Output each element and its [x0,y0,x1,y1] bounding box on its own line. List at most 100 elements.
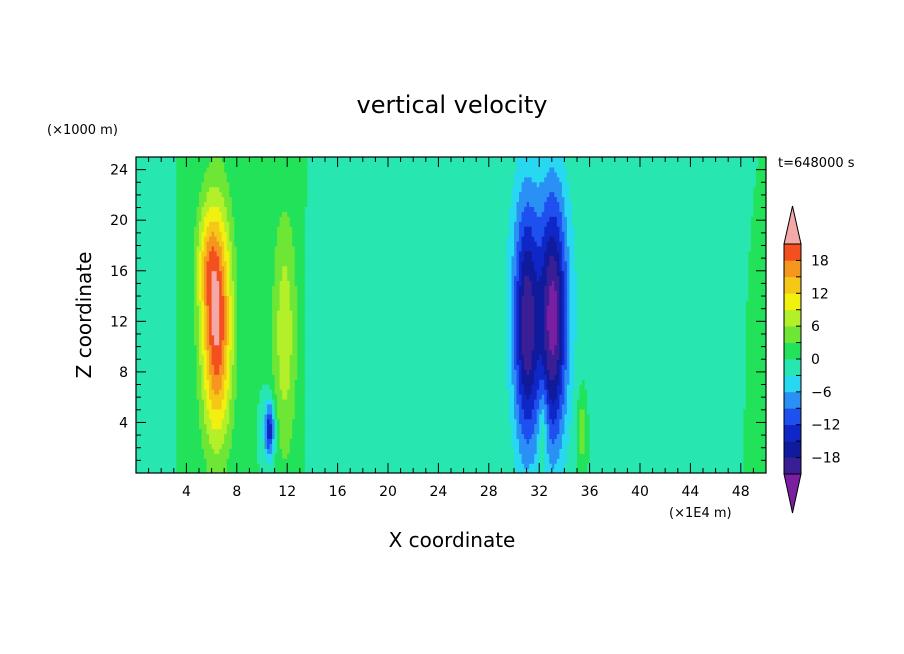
heatmap-cell [561,280,565,286]
heatmap-cell [211,403,223,410]
heatmap-cell [571,216,752,222]
heatmap-cell [136,369,177,375]
heatmap-cell [511,191,520,198]
heatmap-cell [289,354,298,361]
heatmap-cell [267,413,273,420]
heatmap-cell [226,389,233,395]
heatmap-cell [559,418,565,425]
heatmap-cell [259,468,276,473]
heatmap-cell [536,448,540,454]
heatmap-cell [206,428,228,435]
heatmap-cell [297,290,306,296]
heatmap-cell [226,305,230,311]
heatmap-cell [549,290,558,296]
heatmap-cell [579,413,586,420]
heatmap-cell [231,433,258,440]
heatmap-cell [234,403,258,410]
heatmap-cell [516,290,520,296]
heatmap-cell [566,408,573,415]
heatmap-cell [589,448,744,454]
heatmap-cell [136,157,177,163]
heatmap-cell [211,280,220,286]
heatmap-cell [521,236,535,242]
heatmap-cell [229,339,233,346]
heatmap-cell [272,364,281,370]
heatmap-cell [226,245,233,252]
colorbar-swatch [784,260,801,278]
heatmap-cell [256,433,263,440]
heatmap-cell [226,359,230,365]
heatmap-cell [236,270,276,277]
heatmap-cell [229,448,258,454]
heatmap-cell [229,310,233,316]
heatmap-cell [745,305,766,311]
heatmap-cell [201,329,205,336]
heatmap-cell [136,166,177,173]
heatmap-cell [292,240,306,247]
heatmap-cell [226,403,230,410]
heatmap-cell [546,245,558,252]
heatmap-cell [566,354,571,361]
heatmap-cell [176,310,195,316]
heatmap-cell [277,315,293,321]
heatmap-cell [521,280,525,286]
heatmap-cell [539,438,545,444]
heatmap-cell [219,295,225,301]
heatmap-cell [224,315,228,321]
heatmap-cell [516,216,523,222]
heatmap-cell [571,413,578,420]
heatmap-cell [743,418,766,425]
heatmap-cell [272,339,278,346]
heatmap-cell [559,290,563,296]
heatmap-cell [569,379,576,385]
heatmap-cell [176,408,200,415]
heatmap-cell [297,295,306,301]
heatmap-cell [304,344,508,351]
heatmap-cell [229,231,235,237]
heatmap-cell [524,364,533,370]
heatmap-cell [199,398,205,405]
heatmap-cell [534,310,545,316]
heatmap-cell [196,216,203,222]
heatmap-cell [546,305,558,311]
heatmap-cell [226,285,230,291]
heatmap-cell [514,413,520,420]
heatmap-cell [196,221,200,227]
heatmap-cell [221,359,225,365]
heatmap-cell [748,295,766,301]
heatmap-cell [529,438,538,444]
heatmap-cell [277,448,283,454]
heatmap-cell [226,280,230,286]
heatmap-cell [226,236,230,242]
heatmap-cell [206,166,225,173]
heatmap-cell [267,448,273,454]
heatmap-cell [304,453,515,459]
heatmap-cell [519,310,523,316]
heatmap-cell [516,428,523,435]
heatmap-cell [521,334,535,341]
heatmap-cell [524,275,530,282]
heatmap-cell [224,270,228,277]
heatmap-cell [514,398,518,405]
heatmap-cell [579,433,586,440]
heatmap-cell [136,285,177,291]
heatmap-cell [589,443,744,449]
heatmap-cell [514,231,520,237]
heatmap-cell [136,181,177,188]
heatmap-cell [231,374,238,380]
heatmap-cell [516,334,520,341]
heatmap-cell [219,285,223,291]
heatmap-cell [219,206,228,212]
heatmap-cell [556,171,568,178]
heatmap-cell [209,310,213,316]
heatmap-cell [569,310,578,316]
heatmap-cell [511,349,515,356]
heatmap-cell [176,245,195,252]
heatmap-cell [577,295,749,301]
heatmap-cell [564,329,568,336]
heatmap-cell [506,305,513,311]
heatmap-cell [511,290,515,296]
colorbar-swatch [784,375,801,393]
heatmap-cell [199,280,203,286]
heatmap-cell [176,354,198,361]
